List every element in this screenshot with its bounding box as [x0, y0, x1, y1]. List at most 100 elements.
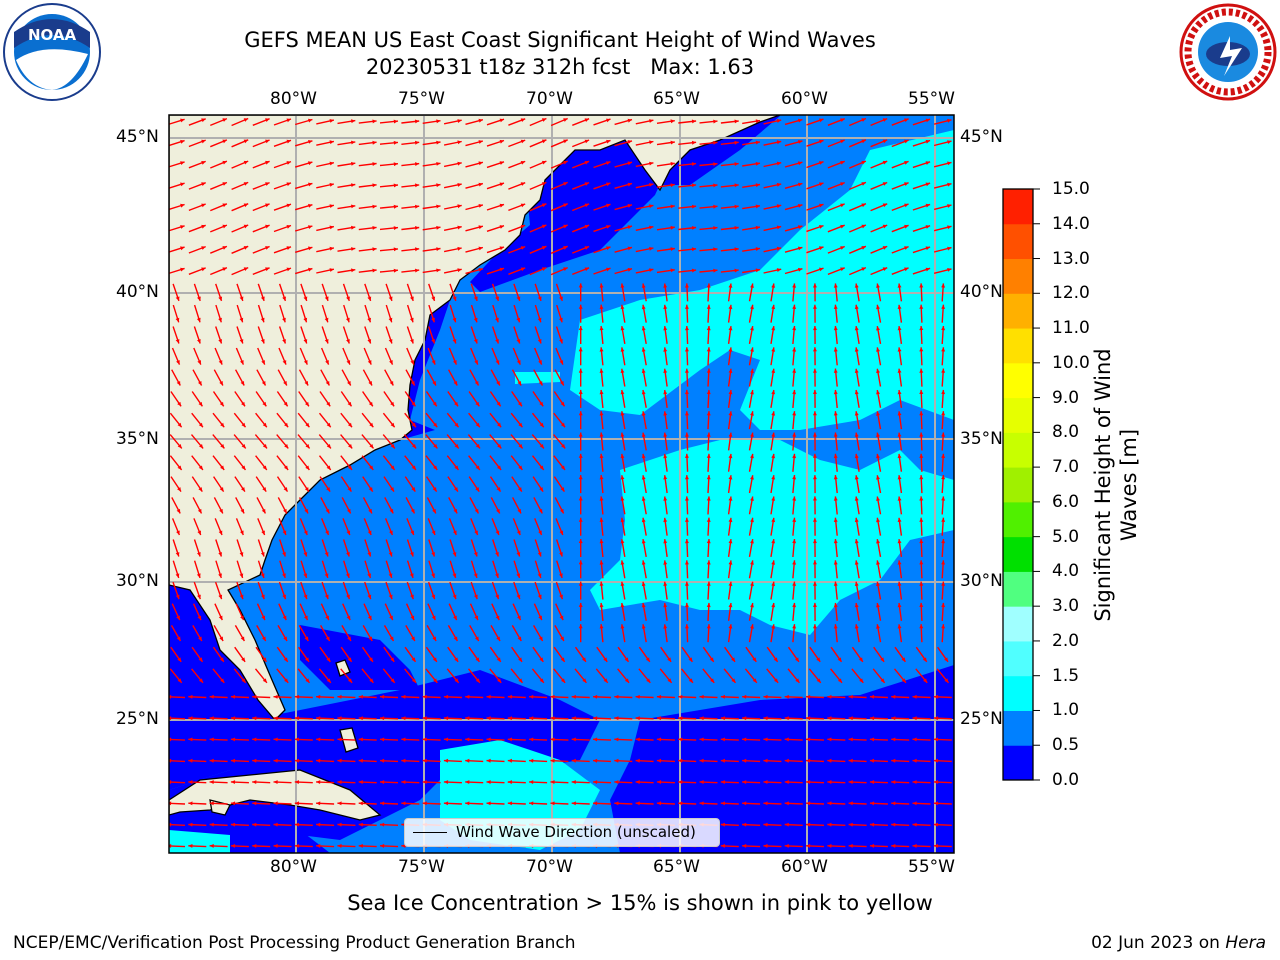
direction-arrow-head — [197, 360, 201, 365]
direction-arrow-head — [941, 539, 946, 544]
direction-arrow-head — [947, 204, 952, 208]
direction-arrow-head — [869, 758, 875, 763]
direction-arrow-head — [197, 339, 201, 344]
direction-arrow-head — [813, 560, 817, 565]
direction-arrow-head — [641, 539, 646, 544]
direction-arrow-head — [599, 304, 604, 309]
direction-arrow-head — [584, 182, 590, 186]
colorbar-tick-label: 5.0 — [1052, 526, 1080, 547]
direction-arrow-head — [475, 465, 480, 470]
direction-arrow-head — [222, 246, 227, 250]
direction-arrow-head — [771, 603, 776, 608]
direction-arrow-head — [771, 347, 776, 352]
direction-arrow-head — [941, 411, 946, 416]
direction-arrow-head — [582, 678, 587, 683]
direction-arrow-head — [422, 694, 427, 699]
direction-arrow-head — [771, 475, 776, 480]
colorbar-tick-label: 4.0 — [1052, 561, 1080, 582]
direction-arrow-head — [919, 539, 924, 544]
direction-arrow-head — [706, 475, 711, 480]
direction-arrow-head — [241, 422, 246, 428]
direction-arrow-head — [304, 615, 308, 621]
direction-arrow-head — [627, 267, 632, 272]
direction-arrow-head — [308, 161, 313, 166]
direction-arrow-head — [869, 780, 875, 784]
direction-arrow-head — [750, 347, 754, 352]
direction-arrow-head — [728, 304, 733, 310]
direction-arrow-head — [347, 636, 351, 641]
direction-arrow-head — [663, 624, 668, 629]
direction-arrow-head — [848, 822, 853, 827]
direction-arrow-head — [876, 390, 880, 395]
direction-arrow-head — [571, 780, 576, 784]
direction-arrow-head — [453, 530, 457, 535]
direction-arrow-head — [432, 381, 436, 386]
direction-arrow-head — [410, 615, 415, 621]
direction-arrow-head — [876, 304, 880, 310]
direction-arrow-head — [541, 118, 547, 122]
direction-arrow-head — [578, 602, 583, 607]
direction-arrow-head — [663, 539, 668, 544]
direction-arrow-head — [380, 694, 385, 699]
direction-arrow-head — [286, 182, 291, 187]
direction-arrow-head — [198, 465, 203, 470]
direction-arrow-head — [243, 246, 249, 250]
direction-arrow-head — [559, 317, 563, 323]
direction-arrow-head — [175, 339, 180, 344]
direction-arrow-head — [520, 224, 526, 229]
direction-arrow-head — [560, 636, 564, 641]
top-lon-label: 75°W — [398, 89, 445, 109]
direction-arrow-head — [606, 182, 611, 187]
direction-arrow-head — [222, 160, 227, 165]
direction-arrow-head — [645, 657, 650, 662]
direction-arrow-head — [454, 401, 458, 407]
direction-arrow-head — [771, 432, 776, 437]
direction-arrow-head — [919, 453, 924, 458]
direction-arrow-head — [518, 422, 523, 428]
direction-arrow-head — [728, 390, 733, 395]
colorbar-segment — [1003, 536, 1033, 572]
direction-arrow-head — [882, 182, 888, 186]
direction-arrow-head — [897, 453, 902, 459]
direction-arrow-head — [252, 780, 257, 784]
direction-arrow-head — [797, 140, 803, 144]
direction-arrow-head — [239, 296, 244, 301]
direction-arrow-head — [897, 326, 902, 331]
direction-arrow-head — [792, 453, 797, 459]
direction-arrow-head — [348, 444, 353, 449]
direction-arrow-head — [175, 594, 180, 600]
direction-arrow-head — [520, 267, 526, 272]
direction-arrow-head — [771, 539, 776, 544]
direction-arrow-head — [486, 737, 491, 742]
direction-arrow-head — [699, 780, 704, 784]
nws-logo-icon — [1179, 3, 1277, 101]
direction-arrow-head — [925, 203, 931, 208]
direction-arrow-head — [876, 517, 880, 523]
direction-arrow-head — [457, 140, 462, 145]
direction-arrow-head — [265, 182, 270, 186]
direction-arrow-head — [861, 246, 866, 250]
direction-arrow-head — [728, 603, 733, 608]
colorbar-tick-label: 8.0 — [1052, 422, 1080, 443]
direction-arrow-head — [388, 317, 393, 323]
direction-arrow-head — [478, 140, 483, 144]
direction-arrow-head — [390, 401, 395, 407]
direction-arrow-head — [706, 581, 711, 586]
direction-arrow-head — [848, 737, 853, 742]
direction-arrow-head — [813, 517, 817, 522]
direction-arrow-head — [840, 118, 845, 122]
direction-arrow-head — [230, 737, 236, 742]
direction-arrow-head — [326, 487, 331, 492]
direction-arrow-head — [561, 422, 565, 428]
direction-arrow-head — [763, 801, 768, 806]
direction-arrow-head — [854, 624, 859, 629]
direction-arrow-head — [691, 162, 697, 166]
direction-arrow-head — [771, 304, 776, 310]
direction-arrow-head — [833, 389, 838, 395]
direction-arrow-head — [925, 267, 931, 272]
direction-arrow-head — [550, 780, 555, 784]
colorbar-tick-label: 6.0 — [1052, 491, 1080, 512]
direction-arrow-head — [465, 716, 470, 721]
left-lat-label: 35°N — [116, 429, 159, 449]
direction-arrow-head — [346, 552, 350, 557]
